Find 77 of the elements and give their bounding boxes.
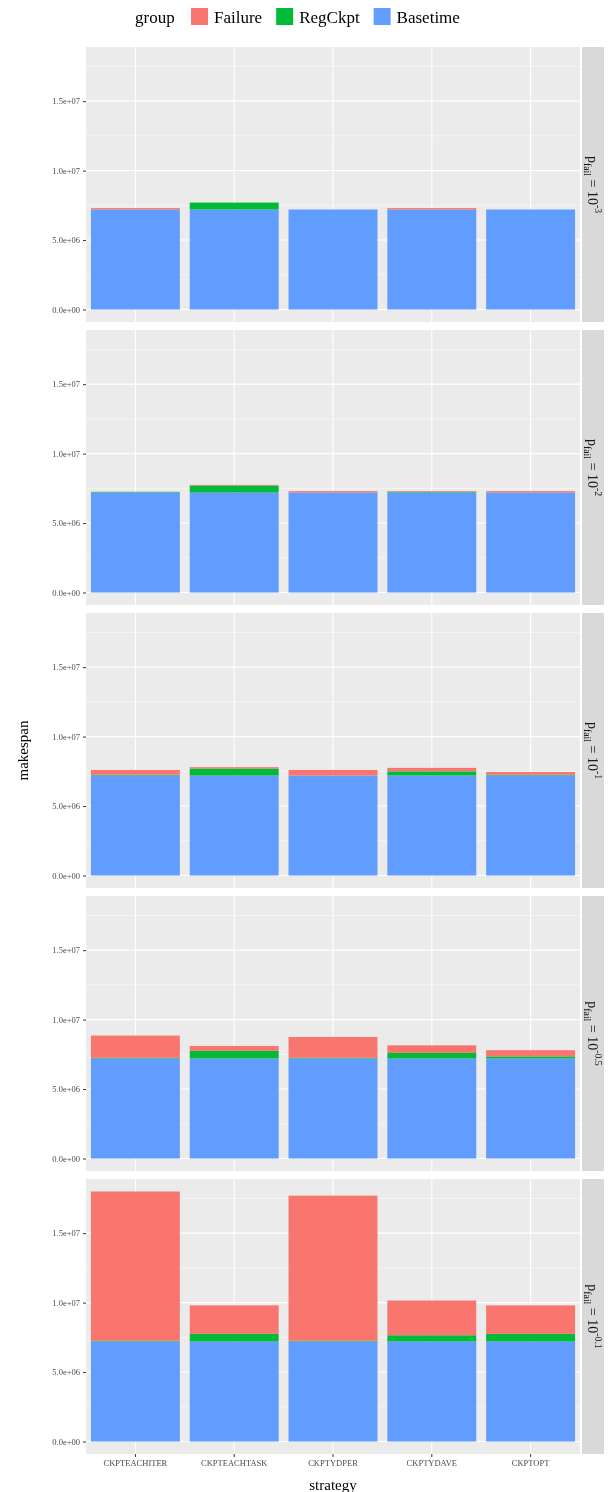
y-tick-label: 1.5e+07 (52, 96, 80, 107)
bar (90, 1341, 180, 1442)
x-tick-label: CKPTOPT (511, 1458, 551, 1469)
bar (486, 1058, 576, 1159)
bar (486, 1305, 576, 1334)
bar (288, 769, 378, 776)
bar (189, 1305, 279, 1334)
bar (288, 775, 378, 876)
bar (387, 1058, 477, 1159)
y-tick-label: 5.0e+06 (52, 1084, 80, 1095)
bar (387, 209, 477, 310)
legend-label: Basetime (396, 8, 460, 27)
y-axis-title: makespan (15, 720, 31, 781)
bar (486, 1341, 576, 1442)
y-tick-label: 1.0e+07 (52, 1014, 80, 1025)
bar (189, 1333, 279, 1342)
bar (189, 492, 279, 593)
bar (387, 1341, 477, 1442)
bar (486, 775, 576, 876)
bar (189, 1341, 279, 1442)
bar (189, 202, 279, 210)
bar (90, 1058, 180, 1159)
y-tick-label: 5.0e+06 (52, 801, 80, 812)
bar (90, 769, 180, 775)
bar (288, 1195, 378, 1341)
bar (486, 492, 576, 593)
y-tick-label: 0.0e+00 (52, 587, 80, 598)
bar (189, 768, 279, 776)
bar (189, 1058, 279, 1159)
y-tick-label: 1.5e+07 (52, 1228, 80, 1239)
x-tick-label: CKPTYDPER (308, 1458, 359, 1469)
x-tick-label: CKPTEACHTASK (201, 1458, 269, 1469)
bar (486, 209, 576, 310)
legend-title: group (135, 8, 175, 27)
y-tick-label: 1.0e+07 (52, 1297, 80, 1308)
legend-label: Failure (214, 8, 263, 27)
bar (288, 492, 378, 593)
bar (288, 1058, 378, 1159)
x-tick-label: CKPTYDAVE (406, 1458, 457, 1469)
bar (387, 1052, 477, 1059)
bar (486, 1056, 576, 1059)
x-tick-label: CKPTEACHITER (103, 1458, 168, 1469)
bar (486, 1050, 576, 1057)
y-tick-label: 0.0e+00 (52, 304, 80, 315)
bar (387, 775, 477, 876)
bar (288, 1036, 378, 1058)
bar (189, 485, 279, 493)
y-tick-label: 5.0e+06 (52, 235, 80, 246)
bar (387, 1300, 477, 1336)
bar (288, 209, 378, 310)
bar (189, 1050, 279, 1059)
bar (90, 492, 180, 593)
bar (189, 209, 279, 310)
bar (387, 1045, 477, 1053)
bar (387, 1335, 477, 1342)
y-tick-label: 0.0e+00 (52, 870, 80, 881)
y-tick-label: 1.0e+07 (52, 448, 80, 459)
y-tick-label: 0.0e+00 (52, 1153, 80, 1164)
bar (90, 1035, 180, 1058)
bar (189, 775, 279, 876)
bar (90, 775, 180, 876)
bar (189, 1046, 279, 1051)
y-tick-label: 5.0e+06 (52, 518, 80, 529)
bar (90, 1191, 180, 1341)
y-tick-label: 1.0e+07 (52, 165, 80, 176)
bar (288, 1341, 378, 1442)
y-tick-label: 1.5e+07 (52, 945, 80, 956)
bar (387, 492, 477, 593)
bar (486, 1333, 576, 1342)
y-tick-label: 1.0e+07 (52, 731, 80, 742)
y-tick-label: 1.5e+07 (52, 662, 80, 673)
y-tick-label: 1.5e+07 (52, 379, 80, 390)
legend-label: RegCkpt (299, 8, 360, 27)
bar (90, 209, 180, 310)
y-tick-label: 0.0e+00 (52, 1436, 80, 1447)
y-tick-label: 5.0e+06 (52, 1367, 80, 1378)
bar (387, 771, 477, 776)
